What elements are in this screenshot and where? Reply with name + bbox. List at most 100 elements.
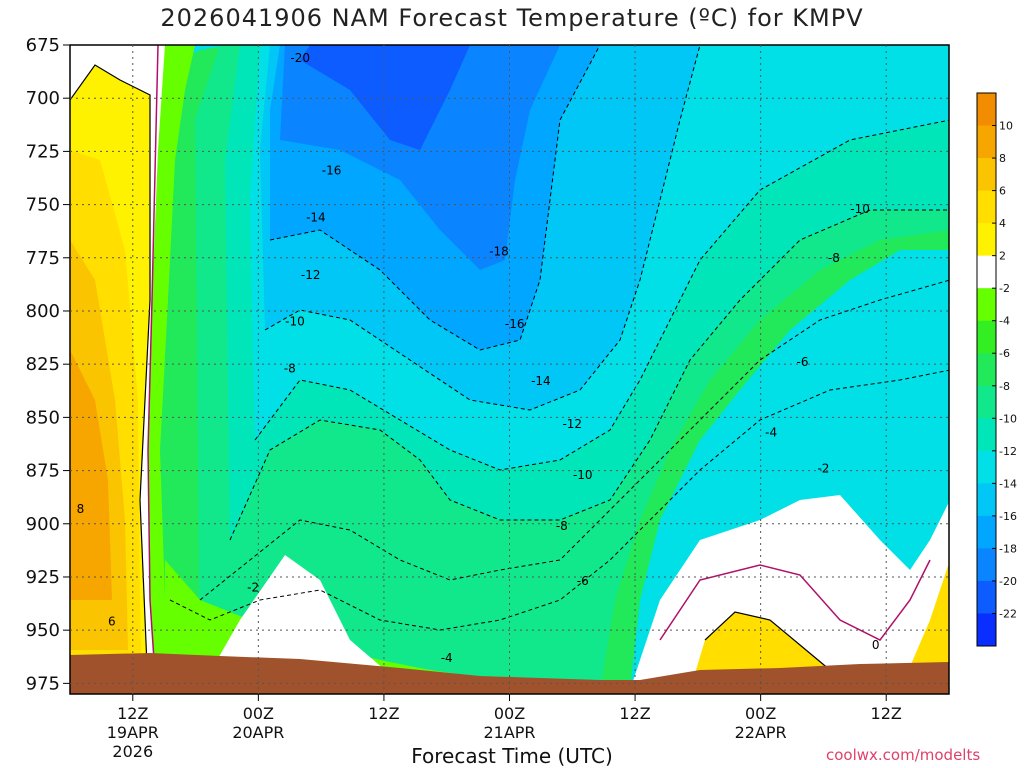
contour-labels: -20-16-14-12-10-8-18-16-14-12-10-8-6-4-2… — [77, 51, 880, 665]
credit-text[interactable]: coolwx.com/modelts — [826, 746, 981, 764]
y-tick-label: 800 — [26, 301, 60, 322]
contour-label: -2 — [817, 461, 829, 475]
colorbar-swatch — [977, 613, 996, 647]
colorbar-swatch — [977, 93, 996, 127]
contour-label: -10 — [285, 315, 305, 329]
deep-orange-left — [70, 350, 112, 600]
gridlines — [70, 45, 949, 694]
colorbar-swatch — [977, 223, 996, 257]
y-axis: 675 700 725 750 775 800 825 850 875 900 925 950 975 — [26, 35, 70, 694]
colorbar-swatch — [977, 385, 996, 419]
contour-label: -6 — [577, 574, 589, 588]
contour-label: -12 — [301, 268, 321, 282]
contour-label: 8 — [77, 502, 85, 516]
colorbar-label: -2 — [999, 282, 1010, 295]
x-tick-label: 12Z — [368, 704, 399, 723]
contour-label: -10 — [850, 202, 870, 216]
y-tick-label: 875 — [26, 461, 60, 482]
solid-contours — [70, 64, 831, 691]
y-tick-label: 925 — [26, 567, 60, 588]
contour-label: -4 — [765, 425, 777, 439]
colorbar-swatch — [977, 483, 996, 517]
colorbar-swatch — [977, 158, 996, 192]
colorbar-label: -4 — [999, 315, 1010, 328]
colorbar-label: 10 — [999, 120, 1013, 133]
y-tick-label: 725 — [26, 141, 60, 162]
contour-label: 6 — [108, 615, 116, 629]
colorbar-label: -22 — [999, 607, 1017, 620]
y-tick-label: 950 — [26, 620, 60, 641]
y-tick-label: 975 — [26, 673, 60, 694]
colorbar-label: -14 — [999, 477, 1017, 490]
colorbar-swatch — [977, 580, 996, 614]
x-tick-label: 22APR — [735, 723, 787, 742]
x-tick-label: 21APR — [483, 723, 535, 742]
x-tick-label: 12Z — [619, 704, 650, 723]
y-tick-label: 700 — [26, 88, 60, 109]
colorbar-label: 6 — [999, 185, 1006, 198]
x-tick-label: 00Z — [745, 704, 776, 723]
y-tick-label: 825 — [26, 354, 60, 375]
contour-lines — [169, 45, 949, 631]
colorbar-swatch — [977, 418, 996, 452]
contour-label: -8 — [828, 251, 840, 265]
colorbar: 10 8 6 4 2 -2 -4 -6 -8 -10 -12 -14 -16 -18 -20 -22 — [976, 92, 1017, 647]
colorbar-swatch — [977, 548, 996, 582]
contour-label: -12 — [562, 417, 582, 431]
terrain-ground — [70, 653, 949, 694]
x-tick-label: 19APR — [107, 723, 159, 742]
x-tick-label: 12Z — [117, 704, 148, 723]
contour-label: -4 — [441, 651, 453, 665]
zero-contours — [147, 45, 931, 691]
contour-label: -16 — [322, 164, 342, 178]
contour-label: -8 — [556, 519, 568, 533]
contour-label: -20 — [290, 51, 310, 65]
y-tick-label: 675 — [26, 35, 60, 56]
contour-label: -6 — [797, 355, 809, 369]
y-tick-label: 900 — [26, 514, 60, 535]
contour-label: -14 — [531, 374, 551, 388]
x-tick-label: 2026 — [112, 742, 153, 761]
temperature-field — [70, 45, 949, 694]
colorbar-swatch — [977, 190, 996, 224]
y-tick-label: 750 — [26, 195, 60, 216]
band-minus-20 — [300, 45, 470, 150]
colorbar-swatch — [977, 255, 996, 289]
colorbar-label: -16 — [999, 510, 1017, 523]
colorbar-swatch — [977, 353, 996, 387]
x-tick-label: 12Z — [871, 704, 902, 723]
y-tick-label: 850 — [26, 407, 60, 428]
contour-label: 0 — [872, 638, 880, 652]
colorbar-label: -10 — [999, 412, 1017, 425]
colorbar-label: -12 — [999, 445, 1017, 458]
right-yellow-corner — [900, 563, 949, 690]
colorbar-swatch — [977, 515, 996, 549]
colorbar-label: 8 — [999, 152, 1006, 165]
contour-label: -18 — [489, 244, 509, 258]
contour-label: -10 — [573, 468, 593, 482]
colorbar-label: -8 — [999, 380, 1010, 393]
chart-title: 2026041906 NAM Forecast Temperature (ºC)… — [160, 4, 864, 32]
x-tick-label: 00Z — [494, 704, 525, 723]
colorbar-swatch — [977, 288, 996, 322]
band-minus-18 — [280, 45, 560, 270]
contour-label: -2 — [247, 581, 259, 595]
colorbar-label: 2 — [999, 250, 1006, 263]
colorbar-label: -18 — [999, 542, 1017, 555]
colorbar-swatch — [977, 320, 996, 354]
x-axis-label: Forecast Time (UTC) — [411, 744, 613, 768]
colorbar-swatch — [977, 125, 996, 159]
colorbar-label: -6 — [999, 347, 1010, 360]
y-tick-label: 775 — [26, 248, 60, 269]
colorbar-frame — [976, 92, 997, 647]
lower-white-pocket — [200, 555, 385, 690]
colorbar-swatch — [977, 450, 996, 484]
colorbar-label: -20 — [999, 575, 1017, 588]
colorbar-label: 4 — [999, 217, 1006, 230]
contour-label: -14 — [306, 210, 326, 224]
contour-label: -16 — [505, 317, 525, 331]
contour-label: -8 — [284, 361, 296, 375]
x-tick-label: 20APR — [232, 723, 284, 742]
